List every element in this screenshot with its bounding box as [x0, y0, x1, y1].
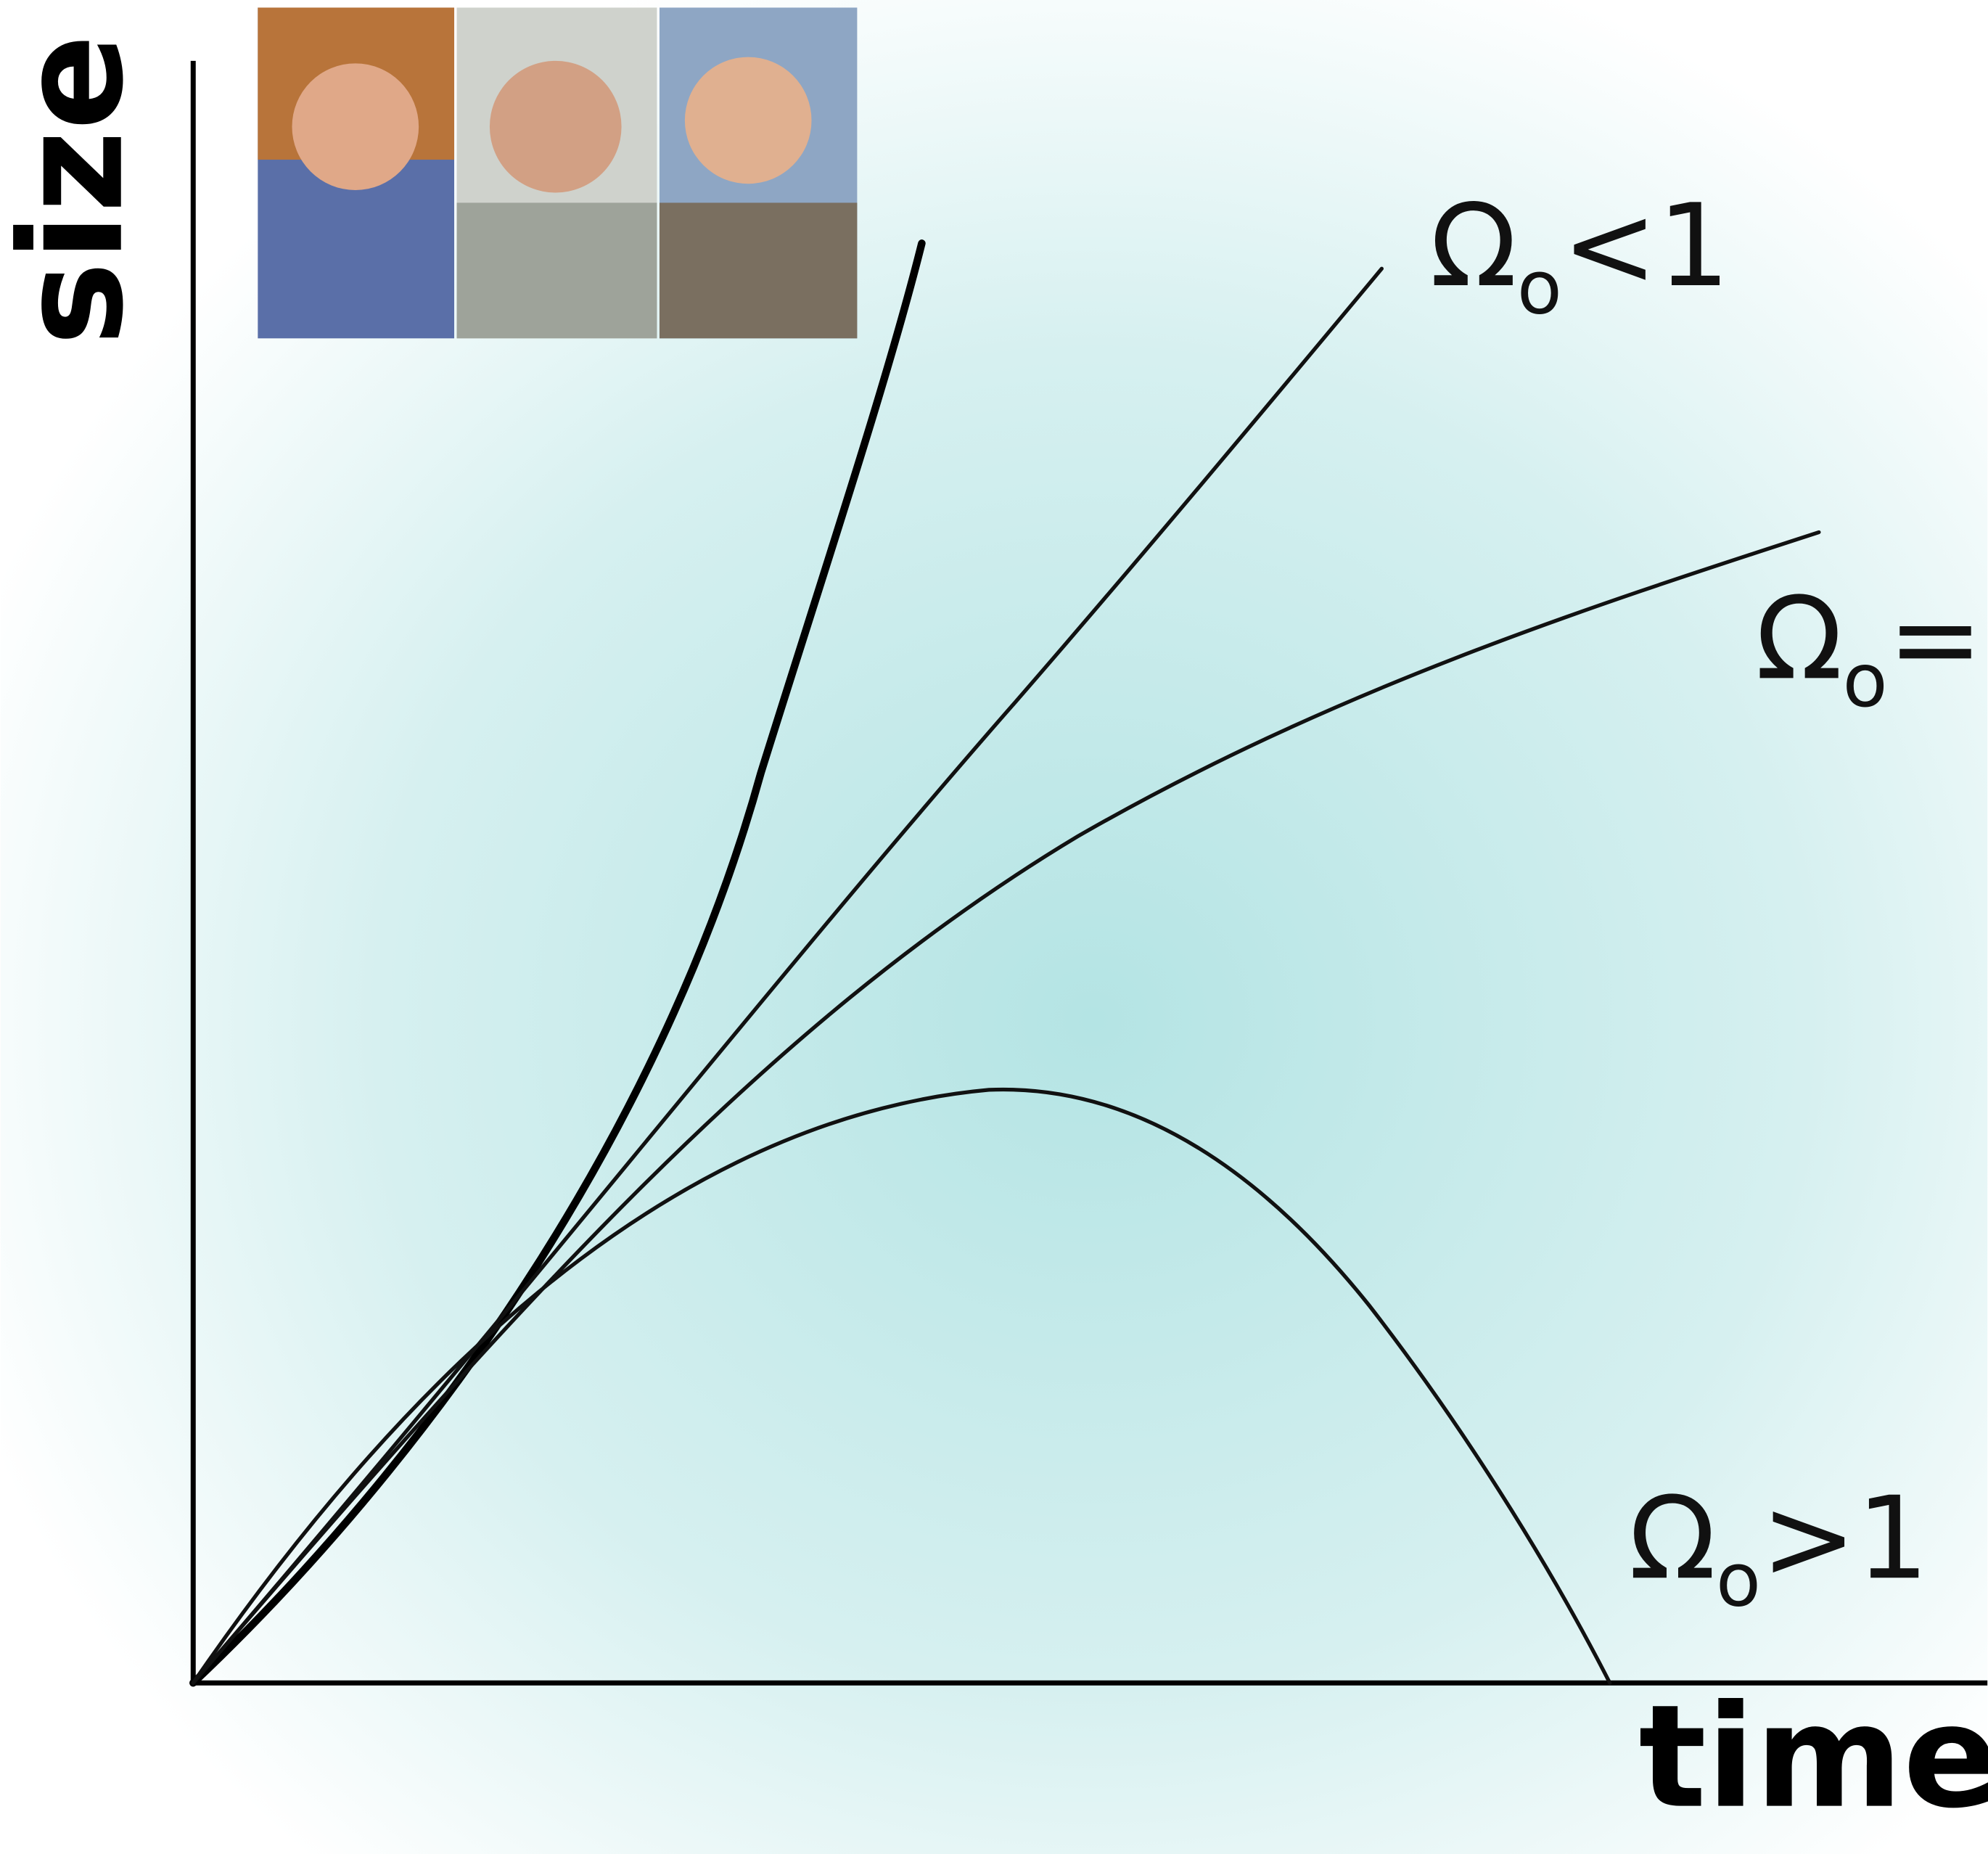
relation: =1: [1888, 573, 1988, 705]
omega: Ω: [1756, 573, 1843, 705]
y-axis-label: size: [0, 34, 155, 346]
subscript: o: [1843, 638, 1888, 723]
portraits: [258, 7, 857, 338]
portrait-face: [292, 63, 419, 190]
portrait-face: [490, 61, 622, 193]
omega: Ω: [1629, 1472, 1716, 1605]
curve-label: Ωo<1: [1430, 180, 1730, 330]
portrait-shirt: [457, 202, 657, 338]
relation: >1: [1761, 1472, 1929, 1605]
curve-label: Ωo>1: [1629, 1472, 1929, 1623]
portrait-face: [685, 57, 812, 184]
portrait-jacket: [660, 202, 857, 338]
page: {"axes": {"y_label": "size", "x_label": …: [0, 0, 1988, 1854]
x-axis-label: time: [1638, 1675, 1988, 1840]
diagram: Ωo<1 Ωo=1 Ωo>1 size time: [0, 0, 1988, 1854]
omega: Ω: [1430, 180, 1517, 313]
subscript: o: [1716, 1538, 1761, 1623]
subscript: o: [1517, 245, 1562, 330]
relation: <1: [1562, 180, 1730, 313]
